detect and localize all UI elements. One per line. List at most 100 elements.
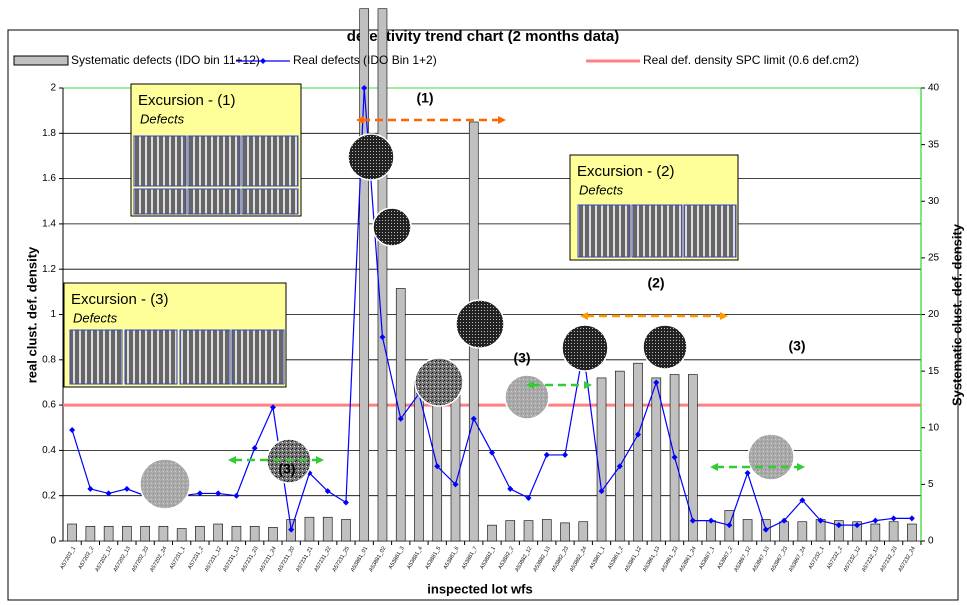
x-tick-label: A57202_1 bbox=[59, 546, 77, 571]
wafer-image bbox=[505, 375, 549, 419]
y2-tick-label: 10 bbox=[928, 422, 940, 433]
y-axis-label: real clust. def. density bbox=[24, 246, 39, 383]
x-tick-label: A53861_24 bbox=[679, 546, 698, 573]
x-tick-label: A53881_7 bbox=[461, 546, 479, 571]
y2-tick-label: 5 bbox=[928, 479, 934, 490]
bar bbox=[488, 525, 497, 541]
wafer-image bbox=[456, 300, 504, 348]
chart-title: defectivity trend chart (2 months data) bbox=[347, 28, 620, 45]
y-tick-label: 0 bbox=[50, 536, 56, 547]
y-tick-label: 2 bbox=[50, 83, 56, 94]
x-tick-label: A53882_2 bbox=[498, 546, 516, 571]
line-point bbox=[745, 470, 751, 476]
y2-tick-label: 30 bbox=[928, 196, 940, 207]
legend-label: Real def. density SPC limit (0.6 def.cm2… bbox=[643, 53, 859, 67]
x-tick-label: A57232_24 bbox=[898, 546, 917, 573]
x-tick-label: A57232_23 bbox=[879, 546, 898, 573]
bar bbox=[579, 522, 588, 541]
x-axis-label: inspected lot wfs bbox=[427, 581, 532, 596]
bar bbox=[141, 526, 150, 541]
line-point bbox=[909, 515, 915, 521]
x-tick-label: A53861_23 bbox=[660, 546, 679, 573]
x-tick-label: A57231_12 bbox=[204, 546, 223, 573]
excursion-marker: (3) bbox=[513, 350, 530, 366]
defect-image bbox=[242, 189, 298, 214]
wafer-image bbox=[140, 459, 190, 509]
wafer-image bbox=[373, 208, 411, 246]
bar bbox=[798, 522, 807, 541]
y2-tick-label: 20 bbox=[928, 309, 940, 320]
bar bbox=[889, 522, 898, 541]
x-tick-label: A57232_2 bbox=[826, 546, 844, 571]
y-tick-label: 0.8 bbox=[42, 354, 56, 365]
y-tick-label: 1.2 bbox=[42, 264, 56, 275]
defect-image bbox=[242, 136, 298, 186]
defect-image bbox=[632, 205, 682, 257]
bar bbox=[214, 524, 223, 541]
excursion-marker: (2) bbox=[647, 275, 664, 291]
chart: defectivity trend chart (2 months data) … bbox=[0, 0, 967, 605]
bar bbox=[159, 526, 168, 541]
bar bbox=[743, 519, 752, 541]
x-tick-label: A53882_12 bbox=[514, 546, 533, 573]
x-tick-label: A57232_1 bbox=[808, 546, 826, 571]
y2-tick-label: 0 bbox=[928, 536, 934, 547]
x-tick-label: A57231_25 bbox=[332, 546, 351, 573]
y-tick-label: 0.6 bbox=[42, 400, 56, 411]
bar bbox=[707, 521, 716, 541]
bar bbox=[524, 521, 533, 541]
arrow-head bbox=[316, 456, 324, 464]
bar bbox=[652, 378, 661, 541]
line-point bbox=[69, 427, 75, 433]
bar bbox=[688, 375, 697, 541]
bar bbox=[68, 524, 77, 541]
x-tick-label: A53867_24 bbox=[788, 546, 807, 573]
defect-image bbox=[134, 136, 186, 186]
legend-swatch bbox=[14, 56, 68, 65]
x-tick-label: A53882_13 bbox=[532, 546, 551, 573]
y-tick-label: 0.4 bbox=[42, 445, 56, 456]
wafer-image bbox=[643, 325, 687, 369]
x-tick-label: A57231_21 bbox=[295, 546, 314, 573]
x-tick-label: A53881_5 bbox=[424, 546, 442, 571]
x-tick-label: A53882_24 bbox=[569, 546, 588, 573]
x-tick-label: A57232_12 bbox=[843, 546, 862, 573]
excursion-marker: (3) bbox=[788, 338, 805, 354]
y2-tick-label: 35 bbox=[928, 139, 940, 150]
bar bbox=[561, 523, 570, 541]
x-tick-label: A57231_2 bbox=[187, 546, 205, 571]
wafer-image bbox=[748, 434, 794, 480]
bar bbox=[86, 526, 95, 541]
x-tick-label: A57202_23 bbox=[131, 546, 150, 573]
arrow-head bbox=[720, 312, 728, 320]
bar bbox=[195, 526, 204, 541]
defect-image bbox=[134, 189, 186, 214]
excursion-marker: (3) bbox=[278, 461, 295, 477]
defect-image bbox=[684, 205, 736, 257]
legend-label: Systematic defects (IDO bin 11+12) bbox=[71, 53, 260, 67]
line-point bbox=[233, 493, 239, 499]
bar bbox=[104, 526, 113, 541]
defect-image bbox=[70, 330, 122, 384]
bar bbox=[451, 385, 460, 541]
x-tick-label: A57231_24 bbox=[259, 546, 278, 573]
bar bbox=[268, 527, 277, 541]
bar bbox=[634, 363, 643, 541]
bar bbox=[232, 526, 241, 541]
bar bbox=[542, 519, 551, 541]
legend-label: Real defects (IDO Bin 1+2) bbox=[293, 53, 437, 67]
arrow-head bbox=[498, 116, 506, 124]
arrow-head bbox=[797, 463, 805, 471]
y2-axis-label: Systematic clust. def. density bbox=[949, 223, 964, 406]
x-tick-label: A53861_13 bbox=[642, 546, 661, 573]
bar bbox=[615, 371, 624, 541]
arrow-head bbox=[228, 456, 236, 464]
bar bbox=[305, 517, 314, 541]
defect-image bbox=[180, 330, 230, 384]
defect-image bbox=[188, 136, 240, 186]
x-tick-label: A57231_13 bbox=[222, 546, 241, 573]
x-tick-label: A53882_23 bbox=[551, 546, 570, 573]
y-tick-label: 1.4 bbox=[42, 219, 56, 230]
line-point bbox=[124, 486, 130, 492]
x-tick-label: A53867_12 bbox=[733, 546, 752, 573]
